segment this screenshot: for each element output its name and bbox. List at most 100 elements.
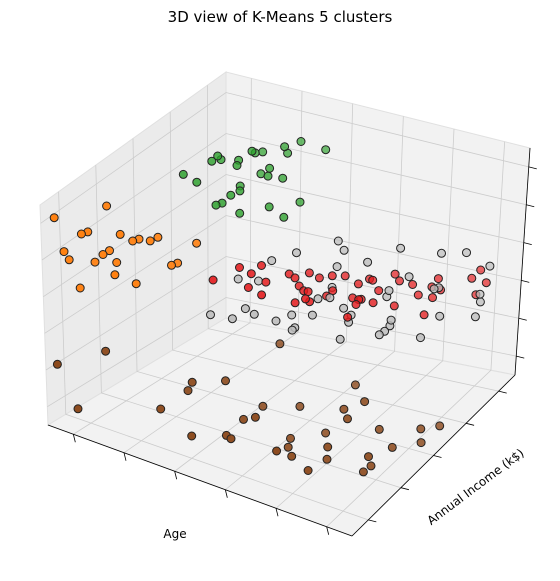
data-point-cluster-2 [226,190,236,200]
chart-title: 3D view of K-Means 5 clusters [167,8,393,26]
data-point-cluster-5 [366,461,376,471]
data-point-cluster-1 [131,279,141,289]
data-point-cluster-4 [292,248,301,258]
data-point-cluster-4 [363,257,373,267]
data-point-cluster-3 [368,298,378,308]
data-point-cluster-3 [257,290,267,300]
data-point-cluster-1 [64,255,74,265]
data-point-cluster-1 [115,229,125,239]
data-point-cluster-4 [206,310,215,320]
y-axis-tick [433,455,442,458]
data-point-cluster-1 [90,257,100,267]
grid-line-x [326,141,506,528]
data-point-cluster-4 [462,248,471,258]
data-point-cluster-5 [387,442,397,452]
data-point-cluster-2 [247,146,257,156]
data-point-cluster-2 [211,200,221,210]
y-axis-tick [368,519,377,523]
data-point-cluster-4 [437,248,446,258]
data-point-cluster-2 [296,137,306,146]
data-point-cluster-4 [485,261,495,271]
data-point-cluster-2 [258,147,268,157]
grid-line-x [174,103,354,472]
data-point-cluster-3 [327,271,337,281]
data-point-cluster-5 [339,404,349,414]
z-axis-tick [516,355,525,359]
data-point-cluster-4 [333,236,343,246]
data-point-cluster-3 [314,273,324,283]
data-point-cluster-3 [390,269,400,279]
data-point-cluster-5 [101,346,111,356]
data-point-cluster-4 [404,272,414,282]
data-point-cluster-5 [322,454,332,464]
data-point-cluster-4 [435,311,445,321]
data-point-cluster-3 [243,283,253,292]
grid-line-z [44,215,522,334]
data-point-cluster-3 [476,265,486,275]
data-point-cluster-3 [303,287,313,297]
data-point-cluster-5 [343,414,352,424]
data-point-cluster-2 [235,208,245,218]
data-point-cluster-5 [323,442,333,452]
data-point-cluster-3 [290,298,300,308]
data-points [49,137,495,477]
z-axis-line [514,147,531,376]
x-axis-line [47,424,353,537]
data-point-cluster-3 [395,276,404,286]
data-point-cluster-5 [221,376,230,386]
data-point-cluster-1 [75,283,85,293]
data-point-cluster-1 [59,247,69,257]
x-axis-tick [275,508,279,517]
data-point-cluster-3 [246,269,256,279]
data-point-cluster-3 [408,280,418,289]
data-point-cluster-4 [470,312,480,322]
data-point-cluster-1 [76,229,86,239]
data-point-cluster-5 [435,421,445,431]
data-point-cluster-4 [233,274,243,284]
data-point-cluster-2 [263,171,273,181]
z-axis-tick [521,280,530,283]
data-point-cluster-5 [360,397,370,407]
x-axis-label: Age [163,527,186,541]
data-point-cluster-4 [325,293,335,303]
data-point-cluster-3 [340,271,350,281]
x-axis-tick [174,471,178,480]
data-point-cluster-1 [112,258,122,267]
grid-line-x [73,78,252,435]
data-point-cluster-3 [467,273,477,283]
data-point-cluster-1 [167,260,176,270]
data-point-cluster-4 [271,316,281,326]
x-axis-tick [72,434,76,443]
data-point-cluster-2 [178,169,188,179]
data-point-cluster-5 [258,401,268,411]
data-point-cluster-1 [153,232,163,242]
z-axis-tick [523,242,532,245]
data-point-cluster-1 [110,270,120,280]
data-point-cluster-5 [350,380,360,390]
y-axis-tick [498,390,507,394]
data-point-cluster-4 [313,294,323,304]
data-point-cluster-3 [257,261,266,270]
data-point-cluster-4 [307,310,317,320]
grid-line-y [132,138,434,456]
data-point-cluster-5 [73,404,83,414]
data-point-cluster-3 [389,301,399,311]
data-point-cluster-1 [145,236,155,246]
data-point-cluster-4 [429,284,439,294]
data-point-cluster-5 [416,438,426,448]
data-point-cluster-3 [343,312,353,322]
z-axis-tick [528,166,537,170]
data-point-cluster-4 [386,315,396,325]
x-axis-tick [123,452,127,461]
grid-line-x [275,128,455,509]
data-point-cluster-3 [374,286,384,296]
data-point-cluster-2 [279,212,289,222]
data-point-cluster-4 [374,330,384,340]
data-point-cluster-5 [272,446,282,456]
data-point-cluster-5 [364,452,373,462]
data-point-cluster-4 [287,310,297,320]
data-point-cluster-3 [290,273,300,283]
data-point-cluster-5 [187,377,197,387]
